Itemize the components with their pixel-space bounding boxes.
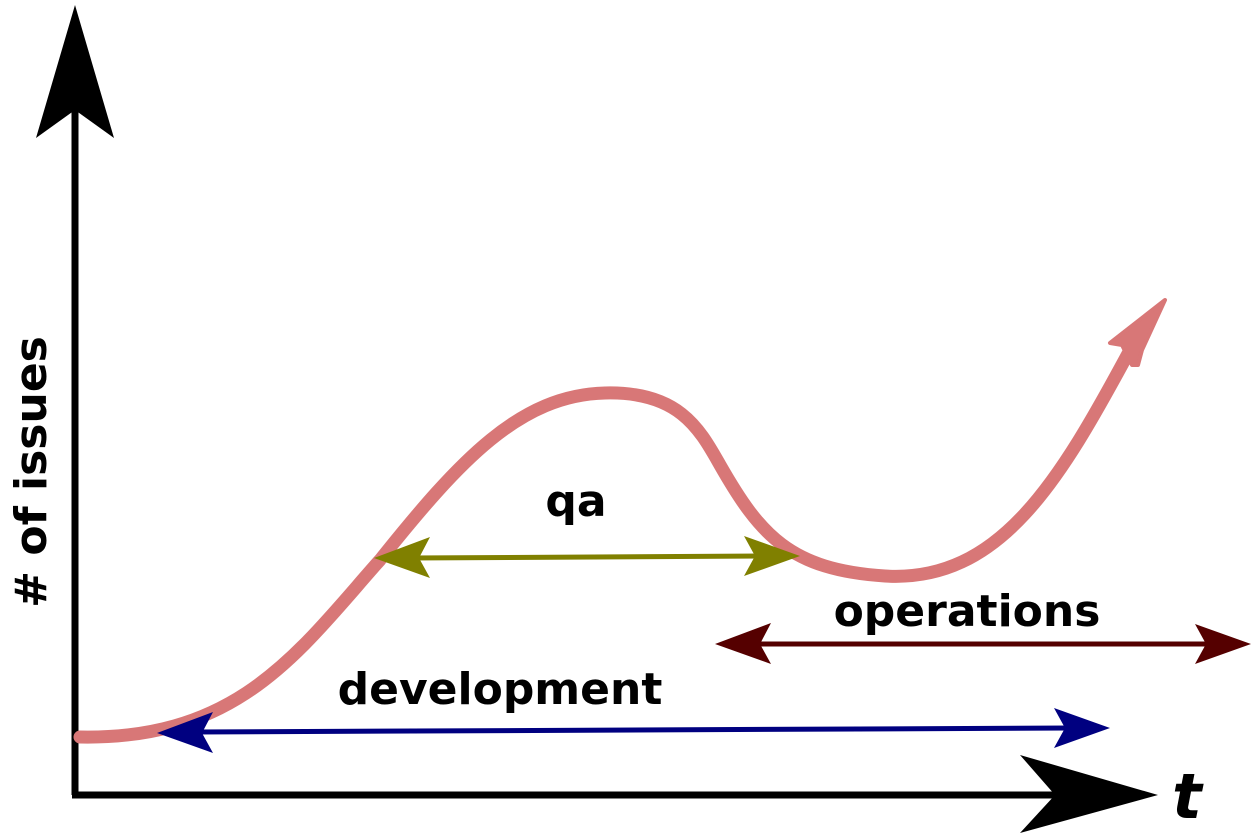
issues-curve-line (73, 343, 1137, 744)
y-axis-label: # of issues (6, 336, 57, 608)
operations-arrow-right-head (1195, 624, 1251, 664)
development-arrow-left-head (157, 712, 213, 753)
development-label: development (338, 664, 663, 715)
operations-arrow (715, 623, 1251, 664)
qa-arrow-left-head (374, 537, 430, 578)
x-axis-arrowhead (1020, 755, 1158, 833)
development-arrow-right-head (1054, 708, 1110, 748)
issues-curve (73, 298, 1167, 744)
operations-label: operations (834, 586, 1101, 637)
qa-arrow-right-head (744, 536, 800, 576)
issues-curve-arrowhead (1108, 298, 1167, 367)
axes (36, 5, 1158, 833)
x-axis-label: t (1172, 760, 1204, 833)
qa-label: qa (545, 476, 606, 527)
qa-arrow (374, 536, 800, 578)
development-arrow-shaft (194, 725, 1071, 735)
development-arrow (157, 708, 1110, 753)
y-axis-arrowhead (36, 5, 114, 138)
operations-arrow-left-head (715, 623, 771, 664)
qa-arrow-shaft (409, 553, 766, 561)
